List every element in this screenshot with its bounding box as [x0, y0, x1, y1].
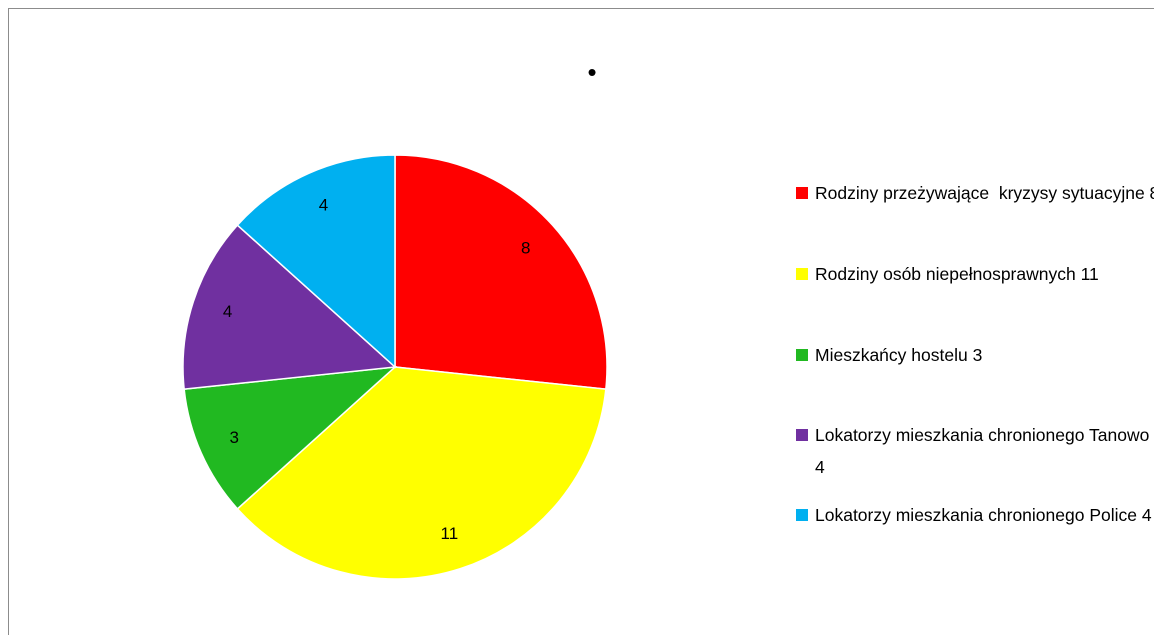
pie-slice [183, 366, 398, 510]
pie-slice [394, 154, 608, 390]
legend-swatch [796, 349, 808, 361]
legend-item: Lokatorzy mieszkania chronionego Police … [796, 499, 1154, 531]
legend-swatch [796, 509, 808, 521]
legend-label: Rodziny osób niepełnosprawnych 11 [815, 264, 1099, 284]
data-label: 4 [223, 302, 232, 321]
chart-frame [8, 8, 1154, 635]
legend-swatch [796, 429, 808, 441]
legend-item: Rodziny osób niepełnosprawnych 11 [796, 258, 1154, 290]
pie-slice [236, 366, 607, 580]
legend-label: Rodziny przeżywające kryzysy sytuacyjne … [815, 183, 1154, 203]
legend-swatch [796, 268, 808, 280]
pie-slice [236, 154, 396, 369]
legend-item: Mieszkańcy hostelu 3 [796, 339, 1154, 371]
data-label: 4 [319, 196, 328, 215]
legend-label: Mieszkańcy hostelu 3 [815, 345, 983, 365]
legend-label: Lokatorzy mieszkania chronionego Police … [815, 505, 1152, 525]
data-label: 8 [521, 239, 530, 258]
data-label: 11 [441, 524, 459, 543]
legend-swatch [796, 187, 808, 199]
legend-label: Lokatorzy mieszkania chronionego Tanowo … [815, 425, 1150, 477]
legend-item: Lokatorzy mieszkania chronionego Tanowo … [796, 419, 1154, 483]
data-label: 3 [230, 428, 239, 447]
legend-item: Rodziny przeżywające kryzysy sytuacyjne … [796, 177, 1154, 209]
pie-slice [182, 224, 397, 390]
chart-title: • [587, 57, 596, 87]
